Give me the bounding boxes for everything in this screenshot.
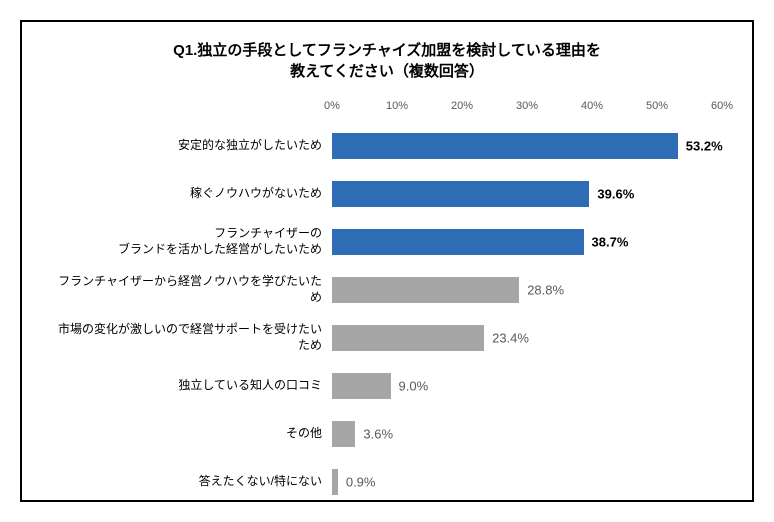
bar-row: フランチャイザーのブランドを活かした経営がしたいため38.7% — [52, 218, 722, 266]
bar-row: 独立している知人の口コミ9.0% — [52, 362, 722, 410]
bar-track: 3.6% — [332, 410, 722, 458]
x-axis-tick: 10% — [386, 100, 408, 112]
bar-label: 安定的な独立がしたいため — [52, 138, 332, 154]
bar-value-label: 0.9% — [346, 475, 376, 490]
bar-label: フランチャイザーから経営ノウハウを学びたいため — [52, 274, 332, 305]
bar-value-label: 53.2% — [686, 139, 723, 154]
bar: 23.4% — [332, 325, 484, 351]
bar: 53.2% — [332, 133, 678, 159]
bar-label: その他 — [52, 426, 332, 442]
bar-value-label: 9.0% — [399, 379, 429, 394]
x-axis-tick: 0% — [324, 100, 340, 112]
bar-track: 53.2% — [332, 122, 722, 170]
bar-track: 0.9% — [332, 458, 722, 506]
x-axis-scale: 0%10%20%30%40%50%60% — [332, 100, 722, 122]
bar: 9.0% — [332, 373, 391, 399]
bar-track: 39.6% — [332, 170, 722, 218]
x-axis-tick: 30% — [516, 100, 538, 112]
chart-container: Q1.独立の手段としてフランチャイズ加盟を検討している理由を 教えてください（複… — [20, 20, 754, 502]
bar-label: フランチャイザーのブランドを活かした経営がしたいため — [52, 226, 332, 257]
bar-row: 答えたくない/特にない0.9% — [52, 458, 722, 506]
bars-region: 安定的な独立がしたいため53.2%稼ぐノウハウがないため39.6%フランチャイザ… — [52, 122, 722, 506]
x-axis-tick: 20% — [451, 100, 473, 112]
bar-row: その他3.6% — [52, 410, 722, 458]
x-axis-tick: 60% — [711, 100, 733, 112]
bar-row: 安定的な独立がしたいため53.2% — [52, 122, 722, 170]
chart-title-line2: 教えてください（複数回答） — [290, 63, 484, 80]
bar: 3.6% — [332, 421, 355, 447]
bar-label: 稼ぐノウハウがないため — [52, 186, 332, 202]
bar-track: 38.7% — [332, 218, 722, 266]
bar-value-label: 28.8% — [527, 283, 564, 298]
bar: 28.8% — [332, 277, 519, 303]
bar-row: フランチャイザーから経営ノウハウを学びたいため28.8% — [52, 266, 722, 314]
bar: 38.7% — [332, 229, 584, 255]
bar-row: 市場の変化が激しいので経営サポートを受けたいため23.4% — [52, 314, 722, 362]
bar-track: 28.8% — [332, 266, 722, 314]
chart-title: Q1.独立の手段としてフランチャイズ加盟を検討している理由を 教えてください（複… — [52, 40, 722, 82]
bar: 39.6% — [332, 181, 589, 207]
bar-row: 稼ぐノウハウがないため39.6% — [52, 170, 722, 218]
bar: 0.9% — [332, 469, 338, 495]
bar-value-label: 23.4% — [492, 331, 529, 346]
bar-label: 市場の変化が激しいので経営サポートを受けたいため — [52, 322, 332, 353]
bar-label: 答えたくない/特にない — [52, 474, 332, 490]
x-axis-tick: 50% — [646, 100, 668, 112]
bar-value-label: 38.7% — [592, 235, 629, 250]
plot-area: 0%10%20%30%40%50%60% 安定的な独立がしたいため53.2%稼ぐ… — [52, 100, 722, 506]
chart-title-line1: Q1.独立の手段としてフランチャイズ加盟を検討している理由を — [173, 42, 601, 59]
bar-label: 独立している知人の口コミ — [52, 378, 332, 394]
x-axis-tick: 40% — [581, 100, 603, 112]
x-axis: 0%10%20%30%40%50%60% — [52, 100, 722, 122]
bar-value-label: 39.6% — [597, 187, 634, 202]
bar-track: 9.0% — [332, 362, 722, 410]
bar-track: 23.4% — [332, 314, 722, 362]
bar-value-label: 3.6% — [363, 427, 393, 442]
